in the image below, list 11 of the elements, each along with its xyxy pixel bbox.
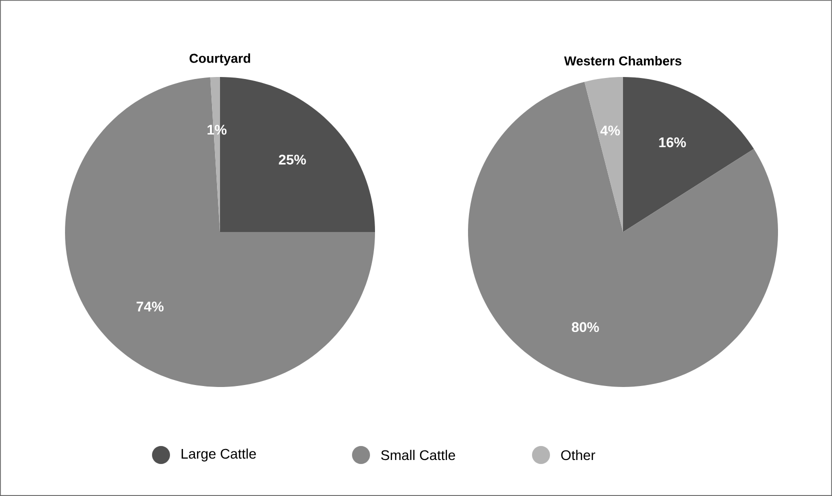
legend-label: Large Cattle	[182, 448, 256, 462]
chart-title: Courtyard	[190, 53, 250, 66]
data-label: 16%	[659, 137, 686, 148]
data-label: 4%	[600, 126, 620, 136]
legend-label: Other	[561, 450, 596, 460]
legend-label: Small Cattle	[381, 450, 456, 460]
data-label: 1%	[208, 124, 227, 135]
data-label: 80%	[572, 322, 599, 332]
chart-title: Western Chambers	[564, 56, 682, 66]
data-label: 25%	[278, 154, 306, 165]
data-label: 74%	[136, 302, 164, 312]
